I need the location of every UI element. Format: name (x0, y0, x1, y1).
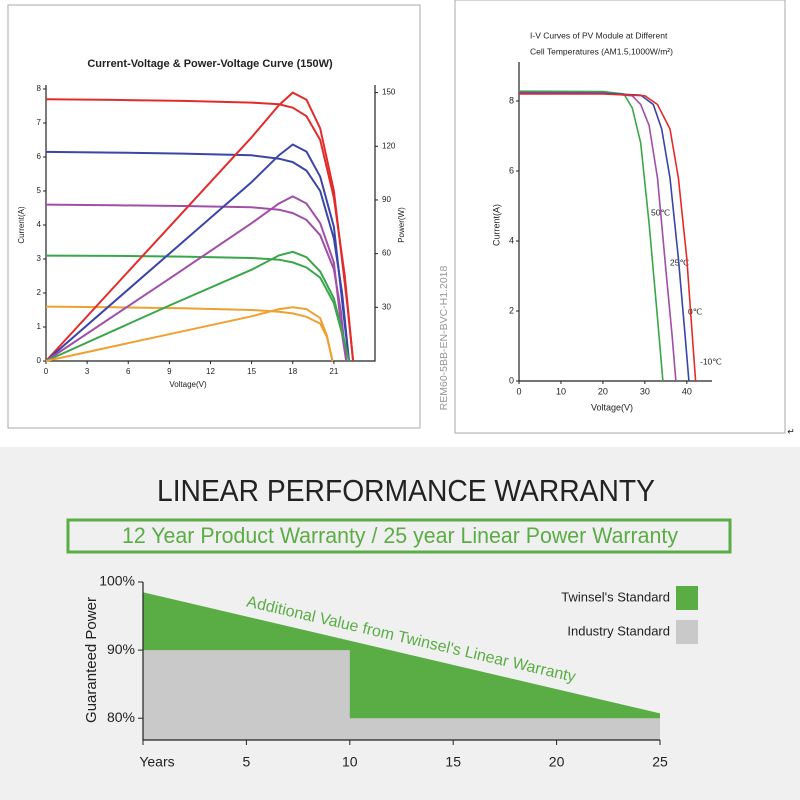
y-axis-label: Guaranteed Power (83, 597, 100, 723)
y-tick-label: 2 (37, 288, 42, 297)
x-tick-label: 18 (288, 367, 297, 376)
curve (45, 143, 350, 362)
chart-title: LINEAR PERFORMANCE WARRANTY (157, 473, 655, 508)
x-tick-label: 9 (167, 367, 172, 376)
x-tick-label: 10 (556, 386, 566, 396)
x-tick-label: 30 (640, 386, 650, 396)
curve-label: 25℃ (670, 257, 689, 267)
curve (45, 195, 348, 362)
x-tick-label: Years (139, 754, 174, 770)
x-tick-label: 20 (598, 386, 608, 396)
x-axis-label: Voltage(V) (169, 380, 207, 389)
x-tick-label: 25 (652, 754, 668, 770)
x-tick-label: 40 (682, 386, 692, 396)
chart-title: Cell Temperatures (AM1.5,1000W/m²) (530, 46, 673, 56)
legend-label: Twinsel's Standard (561, 589, 670, 604)
x-tick-label: 10 (342, 754, 358, 770)
y-axis-label: Current(A) (491, 204, 501, 246)
y-tick-label: 0 (37, 356, 42, 365)
curve (45, 250, 350, 362)
y-tick-label: 5 (37, 186, 42, 195)
curve (45, 91, 355, 362)
panel (7, 4, 421, 429)
y-tick-label: 2 (509, 305, 514, 315)
legend-swatch (676, 620, 698, 644)
curve (45, 305, 334, 362)
y-tick-label: 90% (107, 641, 135, 657)
y-axis-label: Current(A) (17, 206, 26, 244)
y2-tick-label: 150 (382, 88, 396, 97)
chart-subtitle: 12 Year Product Warranty / 25 year Linea… (122, 523, 678, 548)
legend-swatch (676, 586, 698, 610)
x-tick-label: 5 (243, 754, 251, 770)
curve (519, 93, 697, 382)
y-tick-label: 8 (37, 84, 42, 93)
y2-tick-label: 30 (382, 302, 391, 311)
y-tick-label: 80% (107, 709, 135, 725)
y-tick-label: 4 (37, 220, 42, 229)
y-tick-label: 4 (509, 235, 514, 245)
x-tick-label: 12 (206, 367, 215, 376)
y-tick-label: 1 (37, 322, 42, 331)
chart-title: I-V Curves of PV Module at Different (530, 30, 668, 40)
curve-label: 0℃ (688, 306, 703, 316)
x-tick-label: 3 (85, 367, 90, 376)
y-tick-label: 7 (37, 118, 42, 127)
y-tick-label: 6 (37, 152, 42, 161)
curve (45, 306, 334, 362)
y2-tick-label: 120 (382, 141, 396, 150)
curve-label: -10℃ (700, 356, 722, 366)
panel (454, 0, 786, 434)
y-tick-label: 6 (509, 165, 514, 175)
x-tick-label: 15 (445, 754, 461, 770)
y-tick-label: 8 (509, 95, 514, 105)
x-tick-label: 0 (516, 386, 521, 396)
area (143, 650, 660, 740)
y-tick-label: 100% (99, 573, 135, 589)
note: ↵ (787, 426, 795, 436)
panel (0, 447, 800, 800)
subtitle-box (66, 518, 732, 554)
y2-tick-label: 90 (382, 195, 391, 204)
x-tick-label: 15 (247, 367, 256, 376)
curve (518, 90, 664, 382)
y-tick-label: 3 (37, 254, 42, 263)
x-tick-label: 21 (329, 367, 338, 376)
x-tick-label: 6 (126, 367, 131, 376)
legend-label: Industry Standard (567, 623, 670, 638)
x-tick-label: 20 (549, 754, 565, 770)
y-tick-label: 0 (509, 375, 514, 385)
x-axis-label: Voltage(V) (591, 402, 633, 412)
annotation: REM60-5BB-EN-BVC-H1.2018 (438, 265, 450, 410)
y2-tick-label: 60 (382, 249, 391, 258)
x-tick-label: 0 (44, 367, 49, 376)
y2-axis-label: Power(W) (397, 207, 406, 243)
chart-title: Current-Voltage & Power-Voltage Curve (1… (87, 58, 333, 70)
